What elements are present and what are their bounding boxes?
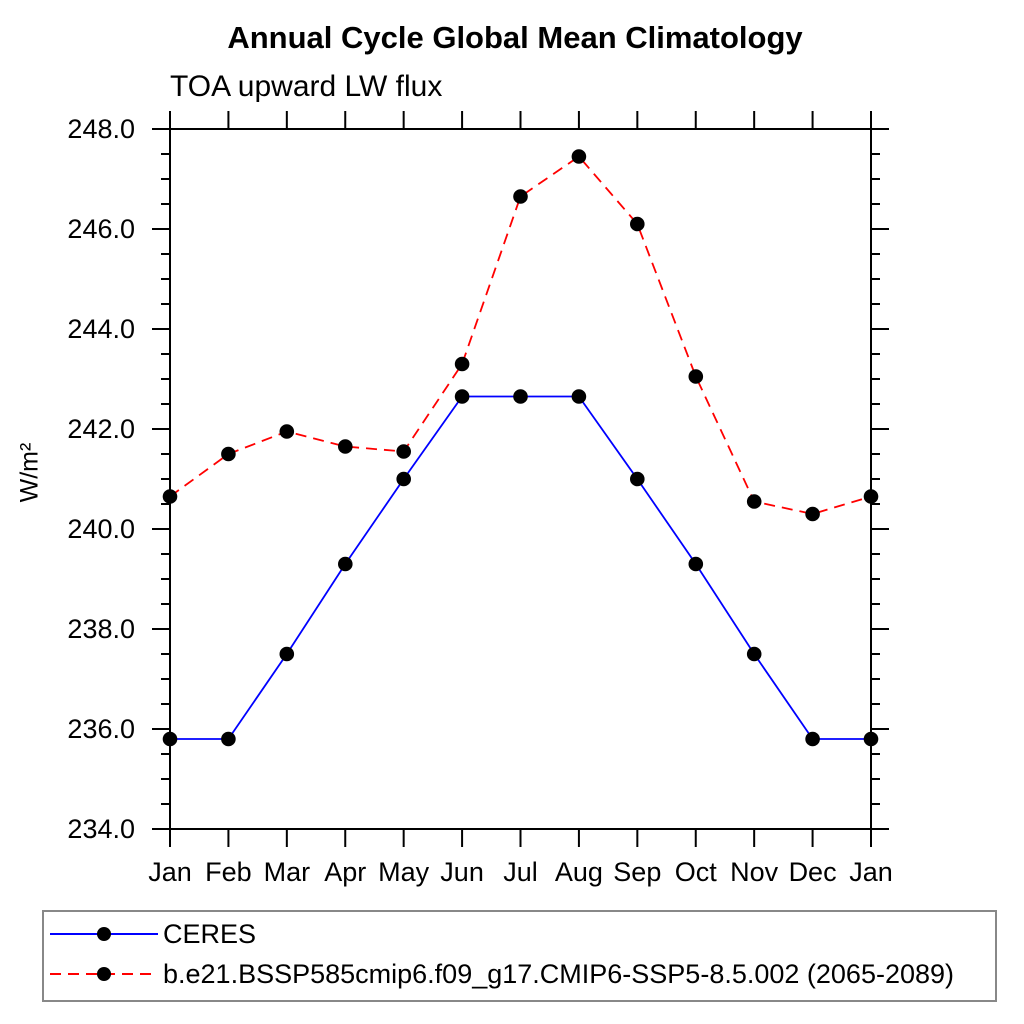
series-0-marker [688,556,704,572]
series-0-marker [513,389,528,404]
x-tick-label: Oct [675,857,718,887]
legend-item-model: b.e21.BSSP585cmip6.f09_g17.CMIP6-SSP5-8.… [48,958,954,990]
x-tick-label: Jan [148,857,192,887]
x-tick-label: Nov [730,857,779,887]
series-0-marker [746,646,762,662]
x-tick-label: Jan [849,857,893,887]
series-0-marker [630,471,645,487]
legend-box: CERES b.e21.BSSP585cmip6.f09_g17.CMIP6-S… [42,910,997,1002]
legend-item-ceres: CERES [48,918,256,950]
series-1-marker [513,189,528,204]
series-0-marker [863,731,879,747]
x-tick-label: Apr [324,857,366,887]
series-1-marker [396,444,412,459]
legend-line-sample-ceres [50,927,158,941]
y-tick-label: 246.0 [67,214,135,244]
series-0-marker [396,471,412,487]
series-1-marker [746,494,762,509]
y-tick-label: 242.0 [67,414,135,444]
x-tick-label: Jun [440,857,484,887]
legend-marker-ceres [97,927,111,941]
y-tick-label: 238.0 [67,614,135,644]
series-0-marker [338,556,353,572]
y-tick-label: 244.0 [67,314,135,344]
series-line-0 [170,395,871,740]
plot-area: 234.0 236.0 238.0 240.0 242.0 244.0 246.0 248.0… [67,111,893,887]
y-tick-label: 236.0 [67,714,135,744]
x-tick-label: Dec [789,857,837,887]
series-1-marker [221,446,236,462]
legend-line-sample-model [50,967,158,981]
series-line-1 [169,155,872,515]
y-tick-label: 248.0 [67,114,135,144]
series-1-marker [338,439,353,454]
legend-label-ceres: CERES [163,918,257,949]
series-1-marker [571,149,587,164]
legend-label-model: b.e21.BSSP585cmip6.f09_g17.CMIP6-SSP5-8.… [163,958,955,989]
plot-frame [169,128,872,830]
y-tick-label: 234.0 [67,814,135,844]
series-1-marker [454,356,470,372]
x-tick-label: May [378,857,430,887]
x-tick-label: Jul [503,857,538,887]
series-0-marker [805,731,820,747]
legend-marker-model [97,967,111,981]
series-0-marker [454,389,470,404]
series-0-marker [162,731,178,747]
series-1-marker [279,424,295,439]
x-tick-label: Aug [555,857,603,887]
series-0-marker [571,389,587,404]
x-tick-label: Feb [205,857,252,887]
series-1-marker [162,489,178,504]
y-tick-label: 240.0 [67,514,135,544]
series-1-marker [805,506,820,522]
series-1-marker [688,369,704,384]
chart-title: Annual Cycle Global Mean Climatology [227,20,803,55]
series-1-marker [863,489,879,504]
series-0-marker [279,646,295,662]
series-0-marker [221,731,236,747]
x-tick-label: Mar [264,857,311,887]
x-tick-label: Sep [613,857,661,887]
series-1-marker [630,216,645,232]
chart-subtitle: TOA upward LW flux [170,70,443,103]
